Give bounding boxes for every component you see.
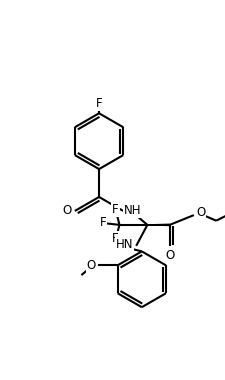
Polygon shape — [147, 224, 169, 225]
Text: O: O — [86, 259, 95, 272]
Text: F: F — [111, 232, 118, 245]
Text: O: O — [195, 206, 205, 219]
Text: F: F — [95, 97, 102, 110]
Text: O: O — [62, 204, 71, 217]
Text: F: F — [111, 203, 118, 216]
Text: F: F — [99, 215, 106, 229]
Text: HN: HN — [115, 238, 133, 251]
Text: NH: NH — [124, 204, 141, 217]
Text: O: O — [165, 249, 174, 262]
